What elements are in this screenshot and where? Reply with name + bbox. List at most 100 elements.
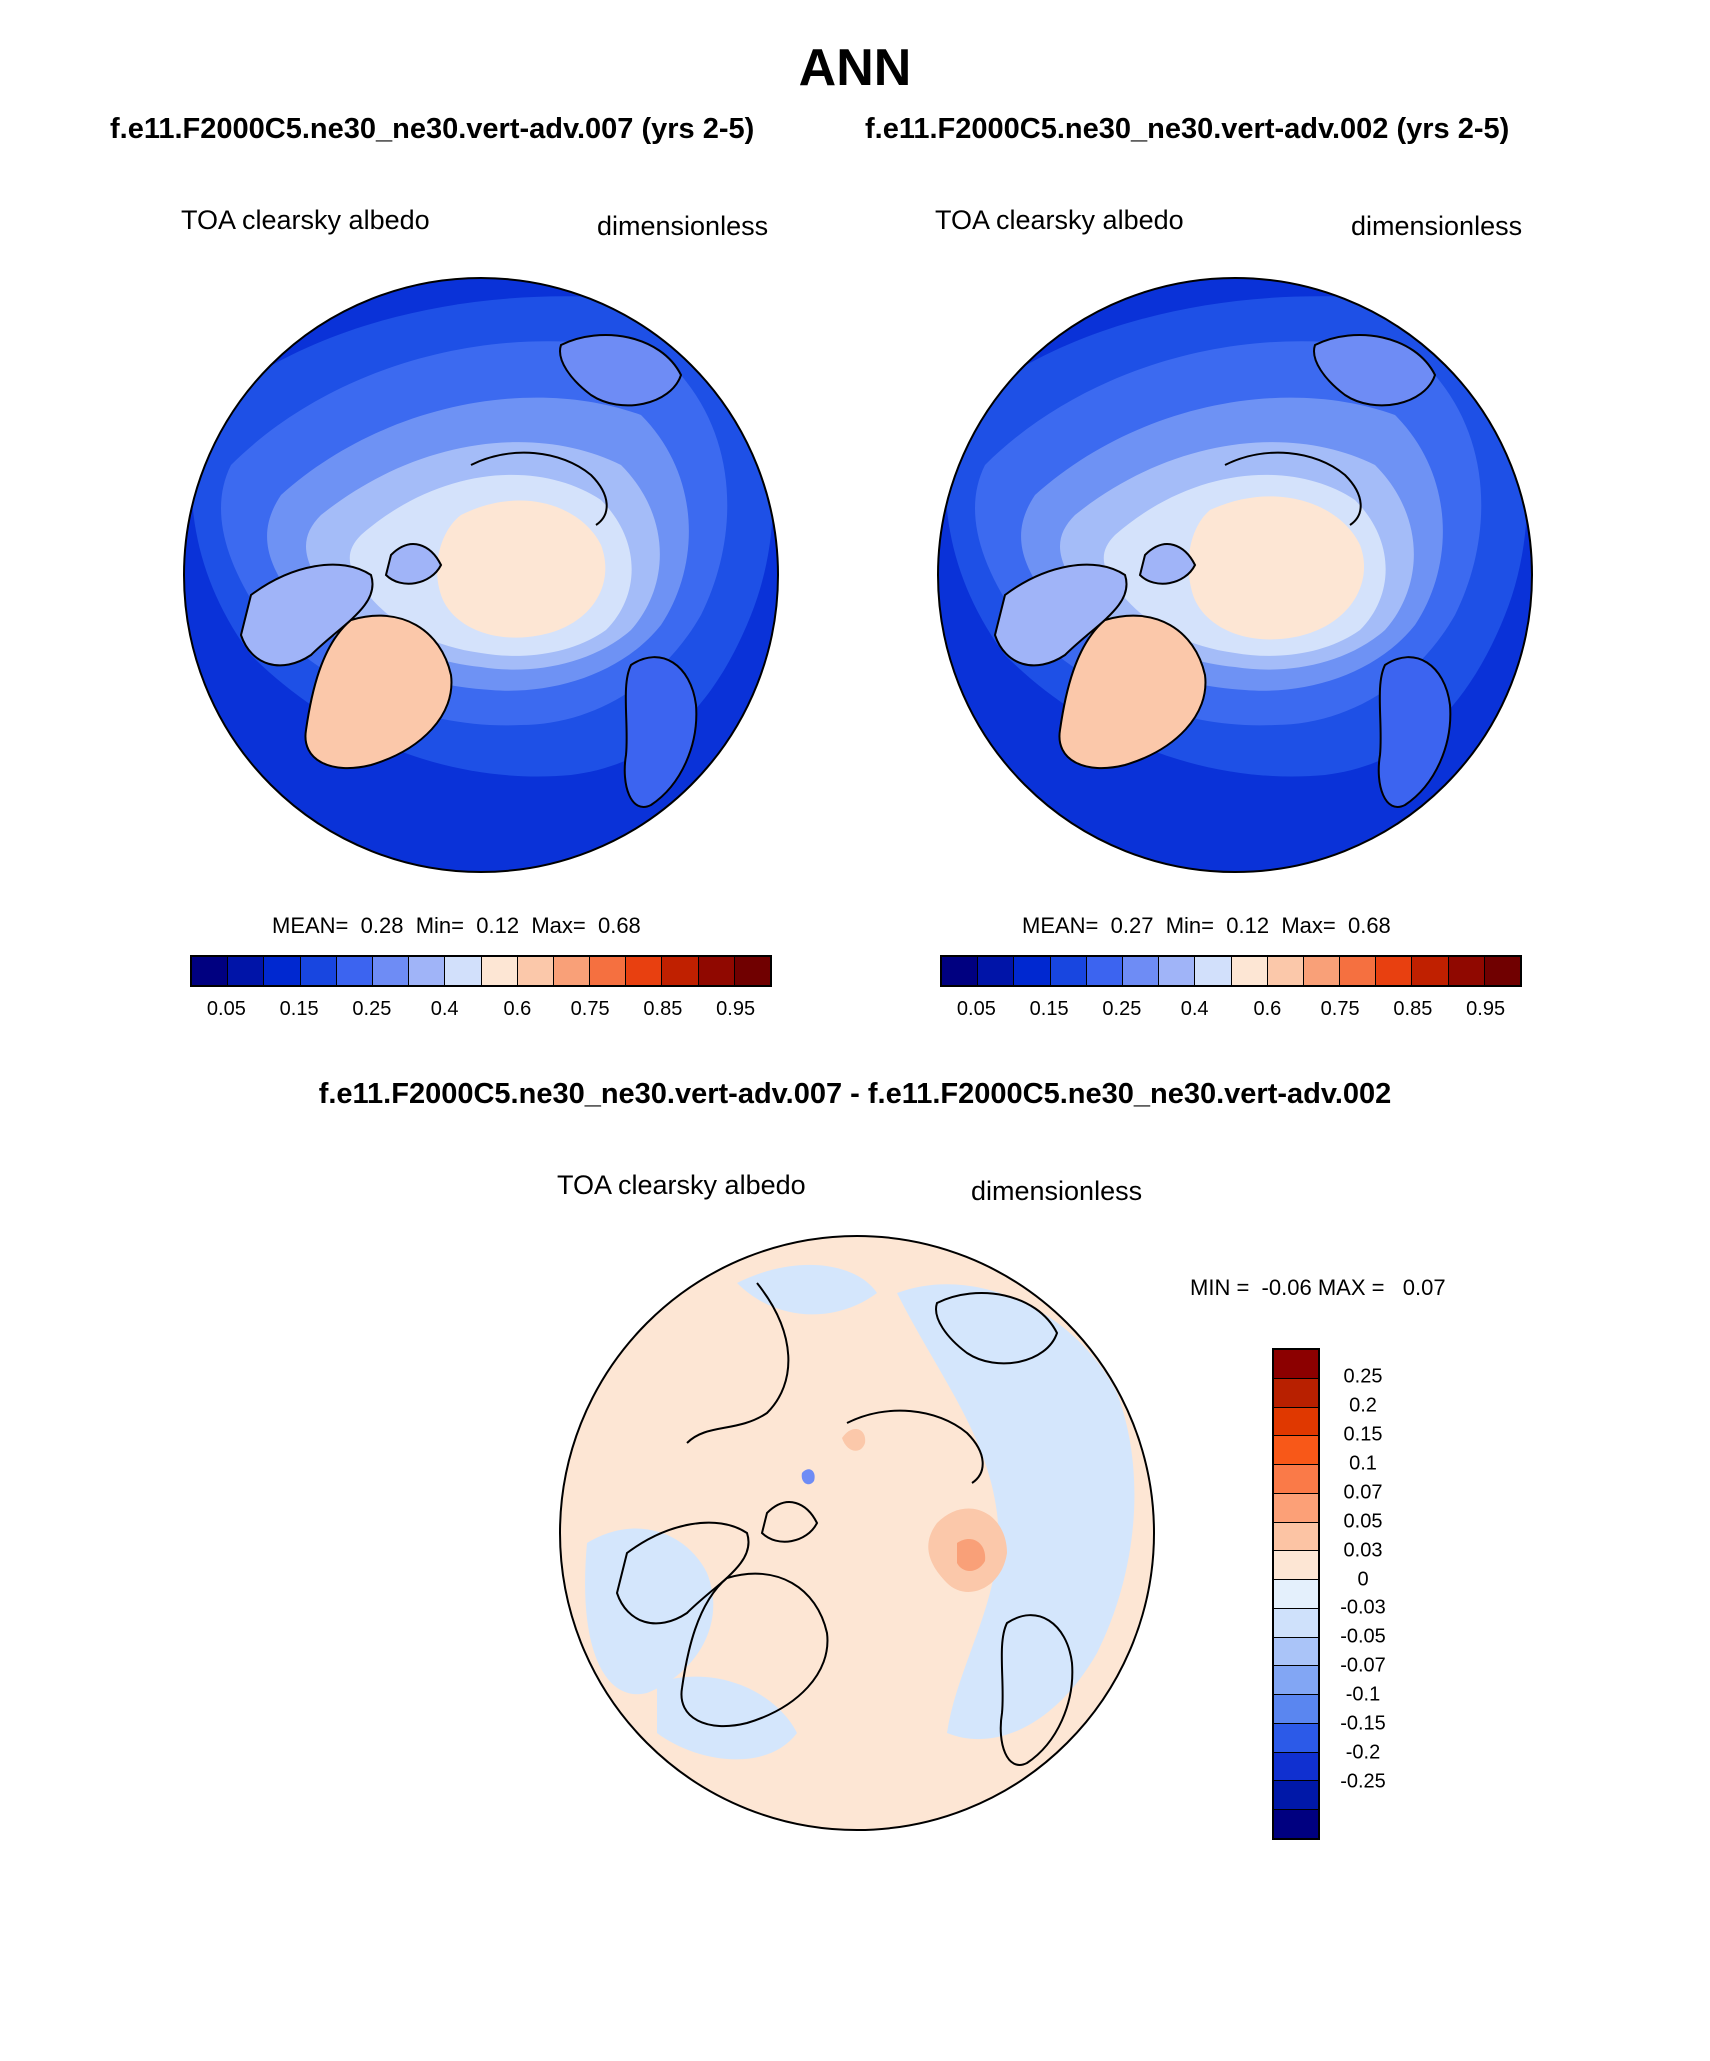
panel2-colorbar-swatch bbox=[1159, 957, 1196, 985]
diff-colorbar-tick-label: 0.1 bbox=[1349, 1452, 1377, 1475]
diff-colorbar-swatch bbox=[1274, 1436, 1318, 1466]
diff-colorbar-swatch bbox=[1274, 1580, 1318, 1609]
panel1-colorbar-tick-label: 0.95 bbox=[716, 998, 756, 1020]
panel1-colorbar-tick-label: 0.4 bbox=[430, 998, 459, 1020]
panel2-max-label: Max= bbox=[1281, 913, 1336, 938]
panel1-colorbar-swatch bbox=[264, 957, 301, 985]
diff-colorbar-swatch bbox=[1274, 1608, 1318, 1638]
panel1-min-label: Min= bbox=[415, 913, 465, 938]
panel1-colorbar-ticks: 0.05 0.15 0.25 0.4 0.6 0.75 0.85 0.95 bbox=[190, 998, 772, 1024]
diff-colorbar-swatch bbox=[1274, 1350, 1318, 1379]
panel1-colorbar-tick-label: 0.25 bbox=[352, 998, 392, 1020]
panel2-colorbar-tick-label: 0.05 bbox=[956, 998, 996, 1020]
diff-colorbar-tick-label: 0.07 bbox=[1343, 1481, 1383, 1504]
panel2-colorbar-swatch bbox=[1303, 957, 1341, 985]
panel2-colorbar-swatch bbox=[1376, 957, 1413, 985]
panel2-stats: MEAN= 0.27 Min= 0.12 Max= 0.68 bbox=[1022, 913, 1391, 939]
diff-colorbar-tick-label: 0 bbox=[1357, 1568, 1369, 1591]
panel1-colorbar-swatch bbox=[300, 957, 337, 985]
panel1-colorbar-swatch bbox=[228, 957, 265, 985]
panel1-colorbar-swatch bbox=[517, 957, 554, 985]
diff-colorbar-tick-label: -0.15 bbox=[1340, 1712, 1386, 1735]
panel2-colorbar bbox=[940, 955, 1522, 987]
diff-min-label: MIN = bbox=[1190, 1275, 1250, 1300]
panel2-colorbar-swatch bbox=[1267, 957, 1304, 985]
diff-colorbar-tick-label: 0.05 bbox=[1343, 1510, 1383, 1533]
panel1-units-label: dimensionless bbox=[597, 211, 769, 241]
panel2-colorbar-swatch bbox=[1448, 957, 1485, 985]
diff-colorbar-swatch bbox=[1274, 1465, 1318, 1494]
subtitle-case-007: f.e11.F2000C5.ne30_ne30.vert-adv.007 (yr… bbox=[110, 113, 755, 145]
panel1-colorbar bbox=[190, 955, 772, 987]
panel1-colorbar-tick-label: 0.6 bbox=[503, 998, 532, 1020]
panel2-colorbar-ticks: 0.05 0.15 0.25 0.4 0.6 0.75 0.85 0.95 bbox=[940, 998, 1522, 1024]
panel1-colorbar-swatch bbox=[372, 957, 410, 985]
diff-max-label: MAX = bbox=[1317, 1275, 1385, 1300]
diff-units-label: dimensionless bbox=[971, 1176, 1143, 1206]
panel1-colorbar-tick-label: 0.75 bbox=[570, 998, 610, 1020]
panel1-colorbar-swatch bbox=[192, 957, 229, 985]
diff-colorbar-swatch bbox=[1274, 1723, 1318, 1753]
panel1-stats: MEAN= 0.28 Min= 0.12 Max= 0.68 bbox=[272, 913, 641, 939]
panel1-mean-label: MEAN= bbox=[272, 913, 349, 938]
panel2-colorbar-tick-label: 0.6 bbox=[1253, 998, 1282, 1020]
panel2-polar-map bbox=[937, 277, 1533, 873]
diff-colorbar-swatch bbox=[1274, 1810, 1318, 1839]
diff-colorbar-swatch bbox=[1274, 1666, 1318, 1696]
panel2-colorbar-swatch bbox=[1122, 957, 1160, 985]
diff-colorbar-tick-label: 0.03 bbox=[1343, 1539, 1383, 1562]
panel1-colorbar-swatch bbox=[626, 957, 663, 985]
panel1-colorbar-tick-label: 0.85 bbox=[643, 998, 683, 1020]
panel1-colorbar-swatch bbox=[734, 957, 770, 985]
diff-min-max: MIN = -0.06 MAX = 0.07 bbox=[1190, 1275, 1446, 1301]
difference-title: f.e11.F2000C5.ne30_ne30.vert-adv.007 - f… bbox=[318, 1078, 1392, 1110]
diff-colorbar-tick-label: -0.2 bbox=[1345, 1741, 1381, 1764]
diff-colorbar-swatch bbox=[1274, 1695, 1318, 1724]
panel2-colorbar-tick-label: 0.15 bbox=[1029, 998, 1069, 1020]
panel1-colorbar-swatch bbox=[481, 957, 518, 985]
diff-max-value: 0.07 bbox=[1402, 1275, 1446, 1300]
panel1-colorbar-swatch bbox=[662, 957, 699, 985]
panel1-colorbar-swatch bbox=[553, 957, 591, 985]
panel2-min-value: 0.12 bbox=[1226, 913, 1270, 938]
panel2-max-value: 0.68 bbox=[1347, 913, 1391, 938]
panel2-colorbar-swatch bbox=[1195, 957, 1232, 985]
diff-colorbar bbox=[1272, 1348, 1320, 1840]
panel1-max-label: Max= bbox=[531, 913, 586, 938]
panel2-colorbar-swatch bbox=[1340, 957, 1377, 985]
panel1-colorbar-swatch bbox=[590, 957, 627, 985]
diff-colorbar-tick-label: 0.15 bbox=[1343, 1423, 1383, 1446]
panel2-variable-label: TOA clearsky albedo bbox=[935, 205, 1184, 235]
diff-colorbar-swatch bbox=[1274, 1378, 1318, 1408]
panel1-colorbar-swatch bbox=[445, 957, 482, 985]
diff-colorbar-swatch bbox=[1274, 1493, 1318, 1523]
panel2-colorbar-tick-label: 0.25 bbox=[1102, 998, 1142, 1020]
panel1-mean-value: 0.28 bbox=[360, 913, 404, 938]
panel1-colorbar-swatch bbox=[698, 957, 735, 985]
panel2-colorbar-swatch bbox=[1484, 957, 1520, 985]
panel2-mean-label: MEAN= bbox=[1022, 913, 1099, 938]
panel1-max-value: 0.68 bbox=[597, 913, 641, 938]
diff-colorbar-swatch bbox=[1274, 1522, 1318, 1552]
diff-colorbar-swatch bbox=[1274, 1551, 1318, 1581]
diff-colorbar-tick-label: 0.25 bbox=[1343, 1365, 1383, 1388]
diff-colorbar-swatch bbox=[1274, 1637, 1318, 1667]
diff-colorbar-ticks: 0.25 0.2 0.15 0.1 0.07 0.05 0.03 0 -0.03 -0.05 -0.… bbox=[1328, 1348, 1408, 1840]
diff-colorbar-swatch bbox=[1274, 1407, 1318, 1437]
panel2-colorbar-swatch bbox=[1231, 957, 1268, 985]
diff-colorbar-tick-label: -0.05 bbox=[1340, 1625, 1386, 1648]
diff-colorbar-tick-label: -0.25 bbox=[1340, 1770, 1386, 1793]
panel2-colorbar-tick-label: 0.4 bbox=[1180, 998, 1209, 1020]
diff-polar-map bbox=[559, 1235, 1155, 1831]
diff-colorbar-tick-label: 0.2 bbox=[1349, 1394, 1377, 1417]
panel2-colorbar-swatch bbox=[978, 957, 1015, 985]
diff-colorbar-swatch bbox=[1274, 1781, 1318, 1811]
diff-min-value: -0.06 bbox=[1261, 1275, 1312, 1300]
panel1-colorbar-tick-label: 0.15 bbox=[279, 998, 319, 1020]
panel2-colorbar-swatch bbox=[1086, 957, 1123, 985]
panel2-colorbar-tick-label: 0.95 bbox=[1466, 998, 1506, 1020]
panel2-min-label: Min= bbox=[1165, 913, 1215, 938]
panel2-colorbar-swatch bbox=[1014, 957, 1051, 985]
panel2-mean-value: 0.27 bbox=[1110, 913, 1154, 938]
subtitle-case-002: f.e11.F2000C5.ne30_ne30.vert-adv.002 (yr… bbox=[865, 113, 1510, 145]
